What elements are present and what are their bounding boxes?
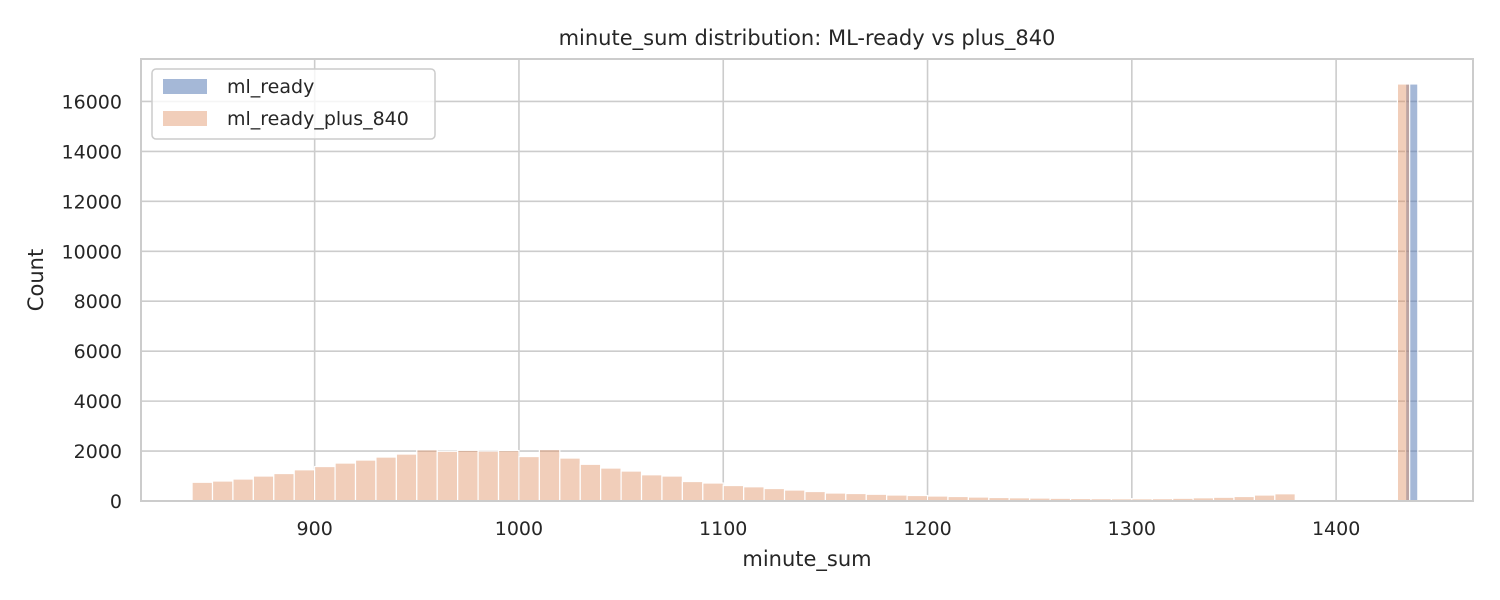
histogram-bar [1274, 493, 1296, 502]
series-ml-ready-plus-840 [191, 83, 1411, 502]
histogram-bar [436, 450, 459, 502]
histogram-bars [191, 83, 1419, 502]
legend-frame [151, 68, 436, 140]
histogram-bar [375, 456, 397, 502]
y-tick-label: 4000 [74, 391, 122, 413]
histogram-bar [191, 481, 214, 502]
histogram-bar [1396, 83, 1411, 502]
legend-swatch-ml-ready [163, 79, 207, 94]
legend-label-ml-ready: ml_ready [227, 76, 314, 98]
y-tick-label: 14000 [62, 141, 122, 163]
x-tick-label: 1400 [1312, 518, 1360, 540]
y-tick-label: 2000 [74, 441, 122, 463]
histogram-bar [743, 486, 765, 502]
y-tick-label: 10000 [62, 241, 122, 263]
histogram-bar [538, 448, 561, 502]
plot-frame [140, 58, 1474, 502]
histogram-bar [293, 469, 316, 502]
x-tick-labels: 900 1000 1100 1200 1300 1400 [297, 518, 1361, 540]
histogram-bar [252, 475, 275, 502]
histogram-bar [518, 455, 540, 502]
histogram-bar [273, 472, 295, 502]
histogram-bar [416, 449, 438, 502]
histogram-bar [722, 484, 745, 502]
histogram-bar [211, 480, 234, 502]
histogram-bar [334, 462, 357, 502]
histogram-bar [559, 457, 581, 502]
chart-title: minute_sum distribution: ML-ready vs plu… [559, 26, 1056, 51]
x-tick-label: 1100 [699, 518, 747, 540]
histogram-bar [824, 492, 847, 502]
histogram-bar [457, 449, 479, 502]
histogram-bar [579, 463, 602, 502]
y-tick-label: 12000 [62, 191, 122, 213]
histogram-bar [783, 489, 806, 502]
histogram-bar [354, 459, 377, 502]
histogram-bar [600, 467, 622, 502]
histogram-bar [804, 490, 826, 502]
histogram-bar [314, 465, 336, 502]
y-tick-label: 0 [110, 491, 122, 513]
histogram-bar [620, 470, 643, 502]
grid-lines [141, 59, 1473, 502]
y-tick-label: 8000 [74, 291, 122, 313]
y-tick-labels: 0 2000 4000 6000 8000 10000 12000 14000 16000 [62, 91, 122, 513]
histogram-bar [395, 453, 418, 502]
legend: ml_ready ml_ready_plus_840 [151, 68, 436, 140]
histogram-bar [497, 449, 520, 502]
histogram-bar [763, 487, 786, 502]
x-tick-label: 900 [297, 518, 333, 540]
legend-label-ml-ready-plus-840: ml_ready_plus_840 [227, 108, 409, 130]
histogram-bar [477, 450, 500, 502]
histogram-bar [681, 480, 704, 502]
x-tick-label: 1300 [1108, 518, 1156, 540]
y-axis-label: Count [24, 249, 48, 311]
histogram-bar [845, 492, 867, 502]
histogram-bar [702, 482, 724, 502]
y-tick-label: 16000 [62, 91, 122, 113]
x-axis-label: minute_sum [742, 547, 871, 572]
x-tick-label: 1200 [903, 518, 951, 540]
histogram-bar [865, 493, 888, 502]
x-tick-label: 1000 [495, 518, 543, 540]
legend-swatch-ml-ready-plus-840 [163, 111, 207, 126]
histogram-bar [232, 478, 254, 502]
histogram-bar [640, 474, 663, 502]
histogram-bar [661, 475, 683, 502]
y-tick-label: 6000 [74, 341, 122, 363]
